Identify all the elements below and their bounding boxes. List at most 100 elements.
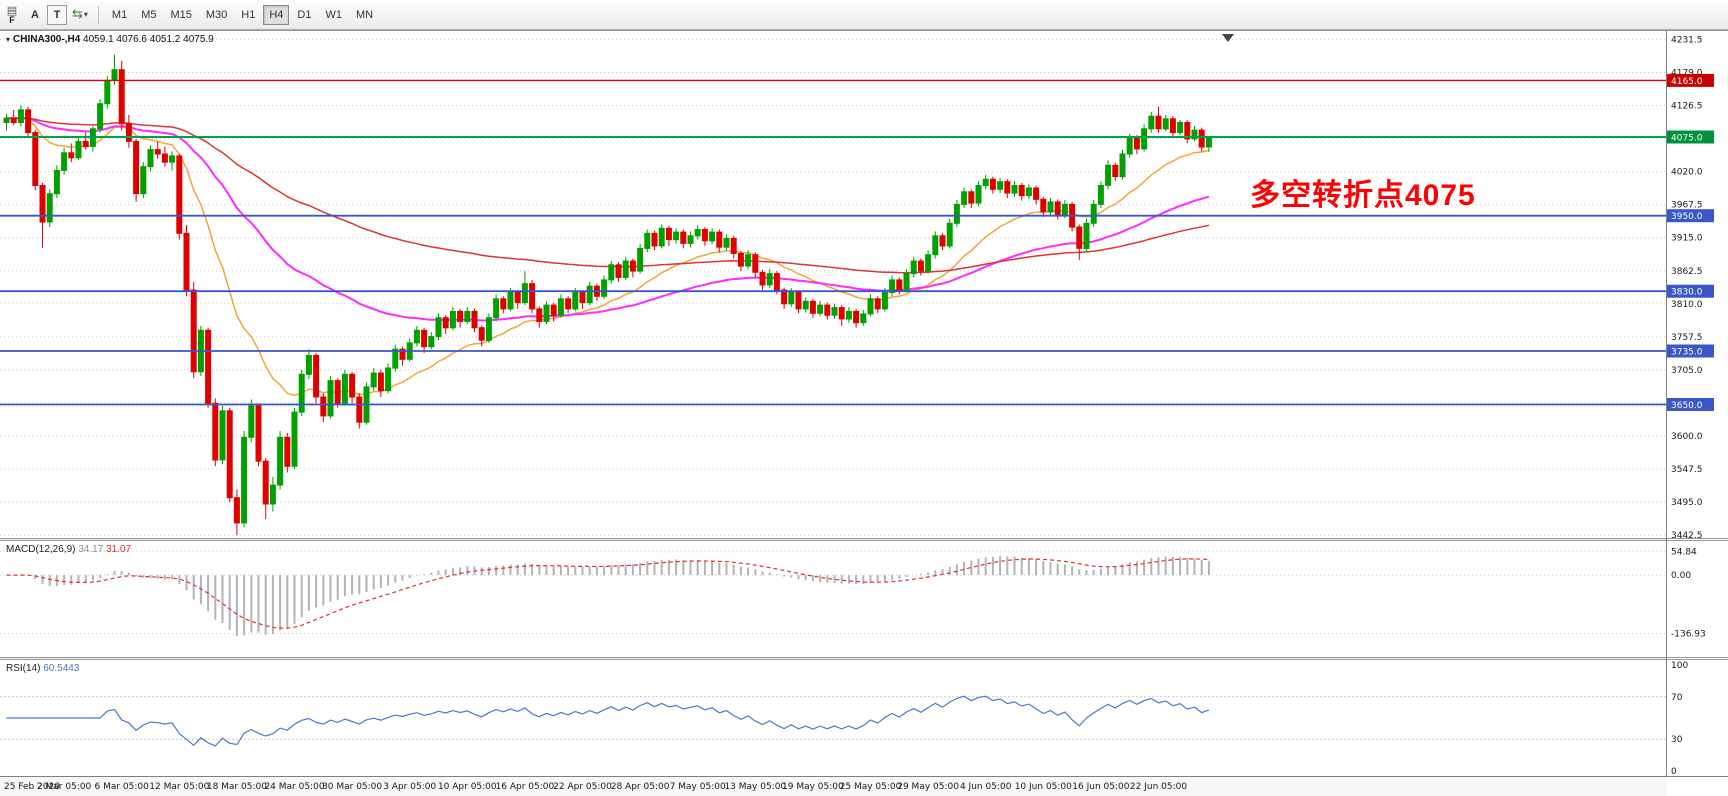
svg-text:6 Mar 05:00: 6 Mar 05:00 (95, 782, 150, 792)
ma-55-line[interactable] (6, 116, 1210, 322)
price-axis-column[interactable] (1667, 30, 1728, 796)
svg-text:22 Jun 05:00: 22 Jun 05:00 (1130, 782, 1187, 792)
macd-gridlines (0, 551, 1666, 634)
svg-text:4 Jun 05:00: 4 Jun 05:00 (960, 782, 1012, 792)
svg-text:3650.0: 3650.0 (1671, 401, 1703, 411)
svg-text:3495.0: 3495.0 (1671, 498, 1703, 508)
timeframe-m30-button[interactable]: M30 (200, 5, 233, 25)
svg-text:4126.5: 4126.5 (1671, 102, 1703, 112)
toolbar-left-stack: ▤ F (2, 5, 22, 25)
timeframe-m1-button[interactable]: M1 (106, 5, 133, 25)
fast-nav-label: F (9, 14, 15, 25)
svg-text:24 Mar 05:00: 24 Mar 05:00 (264, 782, 324, 792)
chart-window-icon[interactable]: ▤ (6, 3, 18, 17)
svg-text:13 May 05:00: 13 May 05:00 (724, 782, 786, 792)
svg-text:54.84: 54.84 (1671, 548, 1697, 558)
ma-120-line[interactable] (6, 117, 1210, 274)
price-axis-labels: 4231.5 4179.0 4126.5 4020.0 3967.5 3915.0 3862… (1671, 35, 1703, 541)
rsi-label: RSI(14) (6, 663, 41, 674)
svg-text:3862.5: 3862.5 (1671, 267, 1703, 277)
svg-text:100: 100 (1671, 661, 1688, 671)
chart-shift-marker-icon[interactable] (1222, 34, 1234, 42)
toolbar-separator (97, 5, 99, 24)
timeframe-h4-button[interactable]: H4 (263, 4, 290, 25)
symbol-period-label: CHINA300-,H4 (13, 34, 81, 45)
svg-text:7 May 05:00: 7 May 05:00 (670, 782, 726, 792)
chart-title: ▾ CHINA300-,H4 4059.1 4076.6 4051.2 4075.… (6, 34, 214, 45)
svg-text:70: 70 (1671, 693, 1683, 703)
svg-text:10 Jun 05:00: 10 Jun 05:00 (1015, 782, 1072, 792)
svg-text:4165.0: 4165.0 (1671, 77, 1703, 87)
svg-text:10 Apr 05:00: 10 Apr 05:00 (438, 782, 497, 792)
svg-text:4179.0: 4179.0 (1671, 69, 1703, 79)
macd-main-value: 34.17 (78, 544, 104, 555)
annotation-text: 多空转折点4075 (1250, 179, 1476, 212)
macd-title: MACD(12,26,9) 34.17 31.07 (6, 544, 131, 555)
candles (3, 54, 1212, 535)
svg-text:3 Apr 05:00: 3 Apr 05:00 (383, 782, 436, 792)
svg-text:28 Apr 05:00: 28 Apr 05:00 (611, 782, 670, 792)
svg-text:0: 0 (1671, 767, 1677, 777)
svg-text:3915.0: 3915.0 (1671, 234, 1703, 244)
timeframe-h1-button[interactable]: H1 (235, 5, 261, 25)
macd-histogram (12, 556, 1210, 636)
svg-text:2 Mar 05:00: 2 Mar 05:00 (37, 782, 92, 792)
svg-text:-136.93: -136.93 (1671, 630, 1706, 640)
text-tool-button[interactable]: A (25, 5, 45, 25)
svg-text:16 Apr 05:00: 16 Apr 05:00 (496, 782, 555, 792)
price-gridlines (0, 38, 1666, 536)
rsi-level-lines (0, 696, 1666, 740)
svg-text:25 Feb 2020: 25 Feb 2020 (4, 782, 60, 792)
svg-text:0.00: 0.00 (1671, 571, 1691, 581)
main-toolbar: ▤ F A T ⇆ ▾ M1 M5 M15 M30 H1 H4 D1 W1 MN (0, 0, 1728, 30)
price-chart[interactable]: 4231.5 4179.0 4126.5 4020.0 3967.5 3915.0 3862… (0, 30, 1728, 796)
chart-region: 4231.5 4179.0 4126.5 4020.0 3967.5 3915.0 3862… (0, 30, 1728, 796)
ohlc-values: 4059.1 4076.6 4051.2 4075.9 (83, 34, 214, 45)
svg-text:3735.0: 3735.0 (1671, 348, 1703, 358)
svg-text:3547.5: 3547.5 (1671, 465, 1703, 475)
svg-text:4231.5: 4231.5 (1671, 35, 1703, 45)
svg-text:3950.0: 3950.0 (1671, 212, 1703, 222)
svg-text:25 May 05:00: 25 May 05:00 (840, 782, 902, 792)
svg-text:3967.5: 3967.5 (1671, 201, 1703, 211)
label-tool-button[interactable]: T (47, 4, 67, 25)
timeframe-toolbar: M1 M5 M15 M30 H1 H4 D1 W1 MN (105, 4, 380, 25)
rsi-value: 60.5443 (43, 663, 80, 674)
svg-text:29 May 05:00: 29 May 05:00 (897, 782, 959, 792)
svg-text:16 Jun 05:00: 16 Jun 05:00 (1072, 782, 1129, 792)
symbol-marker-icon: ▾ (6, 35, 11, 44)
ma-18-line[interactable] (6, 116, 1210, 397)
svg-text:12 Mar 05:00: 12 Mar 05:00 (149, 782, 209, 792)
svg-text:22 Apr 05:00: 22 Apr 05:00 (553, 782, 612, 792)
timeframe-w1-button[interactable]: W1 (319, 5, 348, 25)
svg-text:3830.0: 3830.0 (1671, 288, 1703, 298)
price-badges: 4165.0 4075.0 3950.0 3830.0 3735.0 3650.0 (1667, 73, 1714, 411)
timeframe-m5-button[interactable]: M5 (135, 5, 162, 25)
rsi-axis-labels: 100 70 30 0 (1671, 661, 1688, 777)
macd-signal-value: 31.07 (106, 544, 132, 555)
svg-text:18 Mar 05:00: 18 Mar 05:00 (207, 782, 267, 792)
svg-text:3705.0: 3705.0 (1671, 366, 1703, 376)
cycle-symbols-icon[interactable]: ⇆ (72, 7, 83, 22)
svg-text:19 May 05:00: 19 May 05:00 (782, 782, 844, 792)
hline-objects (0, 79, 1666, 406)
svg-text:4020.0: 4020.0 (1671, 168, 1703, 178)
svg-text:30: 30 (1671, 735, 1683, 745)
macd-label: MACD(12,26,9) (6, 544, 76, 555)
chart-background (0, 30, 1728, 796)
rsi-title: RSI(14) 60.5443 (6, 663, 79, 674)
macd-signal-line (6, 558, 1209, 629)
svg-text:3600.0: 3600.0 (1671, 432, 1703, 442)
svg-text:30 Mar 05:00: 30 Mar 05:00 (322, 782, 382, 792)
timeframe-m15-button[interactable]: M15 (164, 5, 197, 25)
svg-text:3810.0: 3810.0 (1671, 300, 1703, 310)
svg-text:3442.5: 3442.5 (1671, 531, 1703, 541)
macd-axis-labels: 54.84 0.00 -136.93 (1671, 548, 1706, 640)
timeframe-mn-button[interactable]: MN (350, 5, 379, 25)
dropdown-caret-icon[interactable]: ▾ (83, 10, 88, 19)
svg-text:3757.5: 3757.5 (1671, 333, 1703, 343)
svg-text:4075.0: 4075.0 (1671, 134, 1703, 144)
timeframe-d1-button[interactable]: D1 (291, 5, 317, 25)
rsi-line (6, 695, 1210, 747)
